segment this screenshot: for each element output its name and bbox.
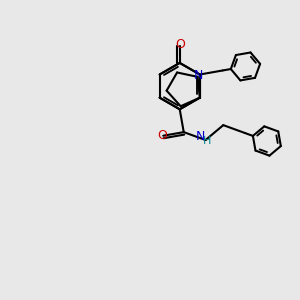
Text: H: H: [203, 136, 211, 146]
Text: N: N: [196, 130, 205, 143]
Text: O: O: [157, 130, 167, 142]
Text: N: N: [194, 70, 203, 83]
Text: O: O: [175, 38, 185, 50]
